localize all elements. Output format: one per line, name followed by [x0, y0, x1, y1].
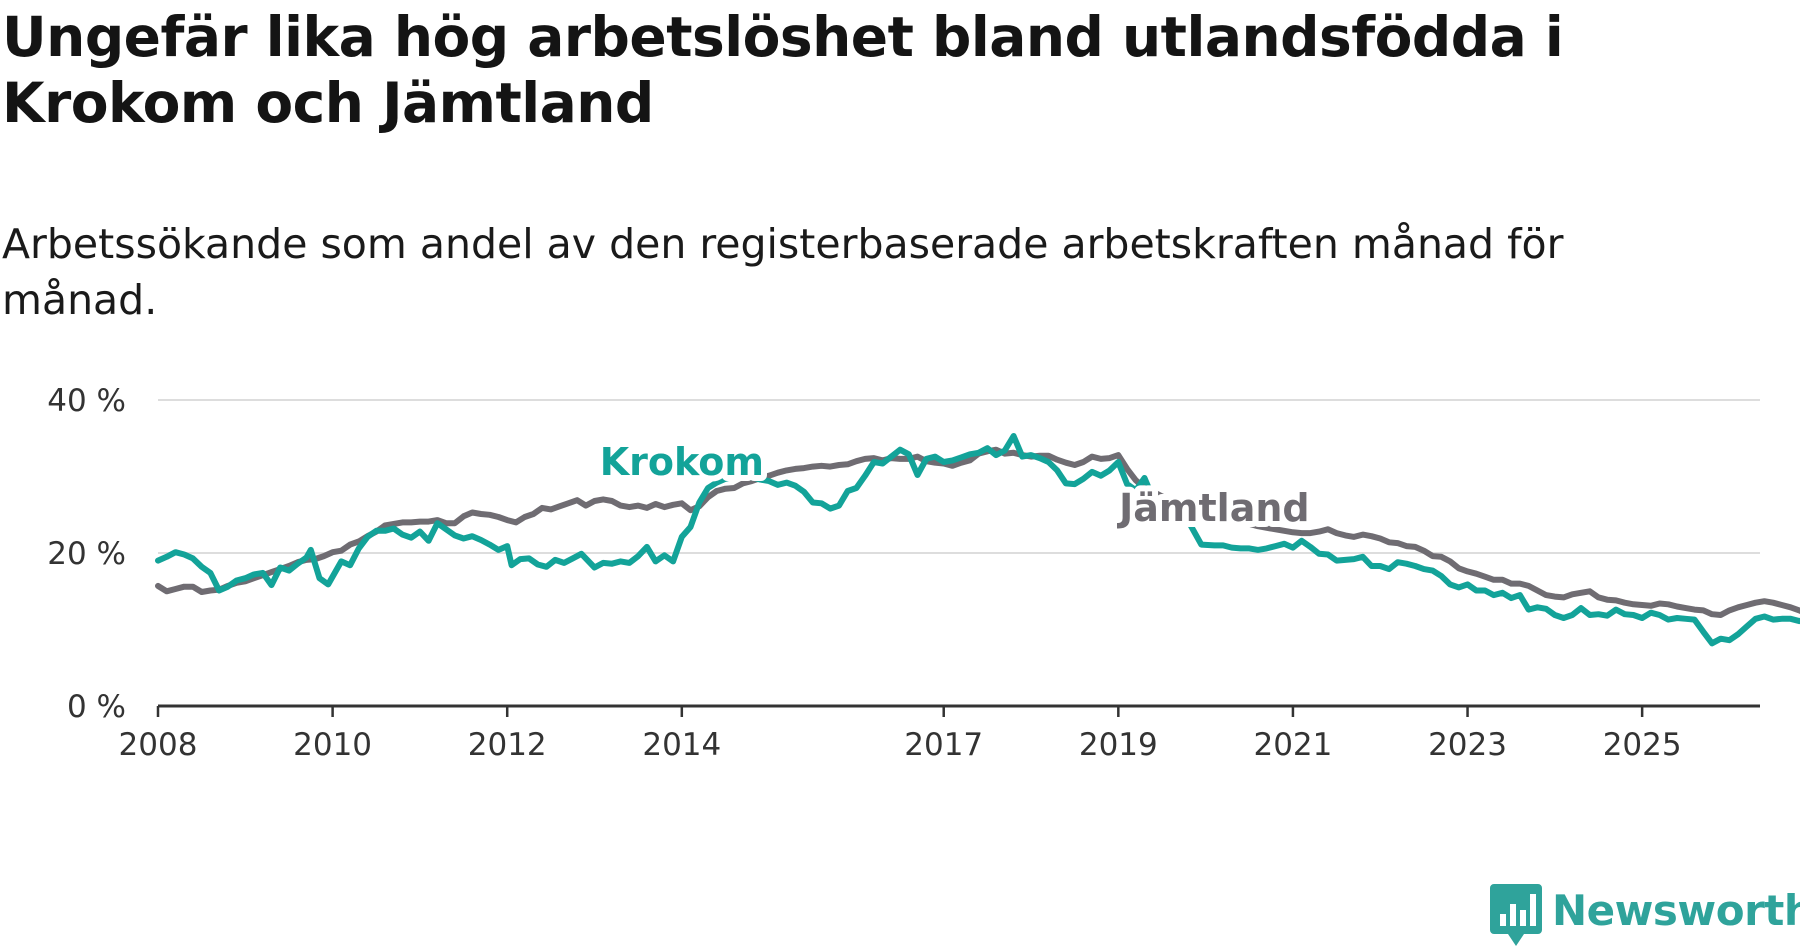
x-tick-label: 2023	[1428, 727, 1507, 763]
newsworthy-logo-icon	[1490, 884, 1542, 946]
x-tick-label: 2012	[468, 727, 547, 763]
newsworthy-logo: Newsworthy	[1490, 884, 1800, 946]
series-layer	[155, 433, 1800, 647]
grid-layer	[158, 399, 1760, 554]
x-tick-label: 2025	[1603, 727, 1682, 763]
x-tick-label: 2017	[904, 727, 983, 763]
chart-subtitle: Arbetssökande som andel av den registerb…	[2, 220, 1564, 324]
x-tick-label: 2019	[1079, 727, 1158, 763]
x-tick-label: 2008	[119, 727, 198, 763]
series-label-krokom: Krokom	[600, 440, 764, 484]
x-tick-label: 2014	[642, 727, 721, 763]
y-tick-label: 40 %	[47, 383, 126, 419]
x-tick-label: 2021	[1253, 727, 1332, 763]
axis-layer: 0 % 20 % 40 % 2008 2010 2012 2014 2017 2019 2021 2…	[47, 383, 1760, 763]
series-line-krokom	[155, 433, 1800, 647]
x-tick-label: 2010	[293, 727, 372, 763]
y-tick-label: 20 %	[47, 536, 126, 572]
series-label-jamtland: Jämtland	[1116, 486, 1309, 530]
y-tick-label: 0 %	[67, 689, 126, 725]
chart-title: Ungefär lika hög arbetslöshet bland utla…	[2, 5, 1564, 135]
newsworthy-logo-text: Newsworthy	[1552, 886, 1800, 935]
label-layer: KrokomJämtland11,9 %	[594, 434, 1800, 590]
